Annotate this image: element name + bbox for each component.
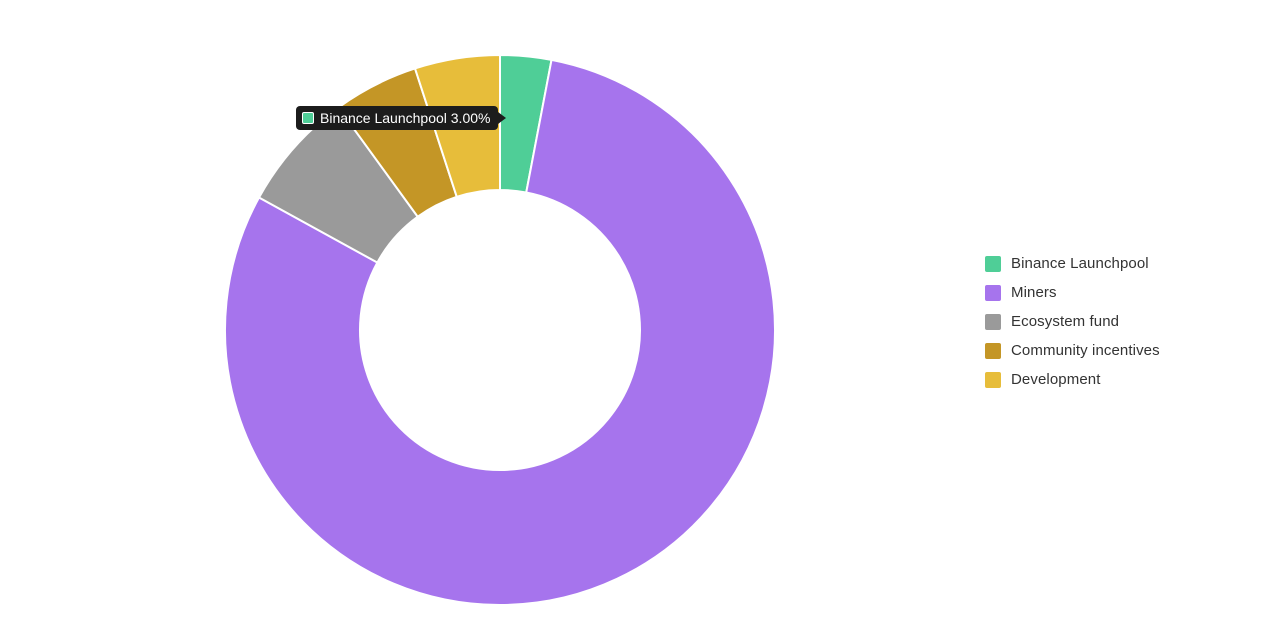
chart-tooltip: Binance Launchpool 3.00% [296,106,498,130]
legend-item[interactable]: Binance Launchpool [985,255,1160,272]
legend-label: Ecosystem fund [1011,313,1119,330]
tooltip-swatch [302,112,314,124]
legend-swatch [985,372,1001,388]
legend-label: Development [1011,371,1100,388]
legend-item[interactable]: Development [985,371,1160,388]
legend: Binance Launchpool Miners Ecosystem fund… [985,255,1160,388]
legend-label: Miners [1011,284,1057,301]
legend-swatch [985,314,1001,330]
legend-label: Binance Launchpool [1011,255,1149,272]
legend-swatch [985,285,1001,301]
legend-item[interactable]: Miners [985,284,1160,301]
tooltip-text: Binance Launchpool 3.00% [320,110,490,126]
donut-chart[interactable] [225,55,775,610]
legend-swatch [985,343,1001,359]
legend-item[interactable]: Ecosystem fund [985,313,1160,330]
legend-label: Community incentives [1011,342,1160,359]
legend-item[interactable]: Community incentives [985,342,1160,359]
chart-container: Binance Launchpool Miners Ecosystem fund… [0,0,1280,628]
legend-swatch [985,256,1001,272]
donut-svg [225,55,775,605]
